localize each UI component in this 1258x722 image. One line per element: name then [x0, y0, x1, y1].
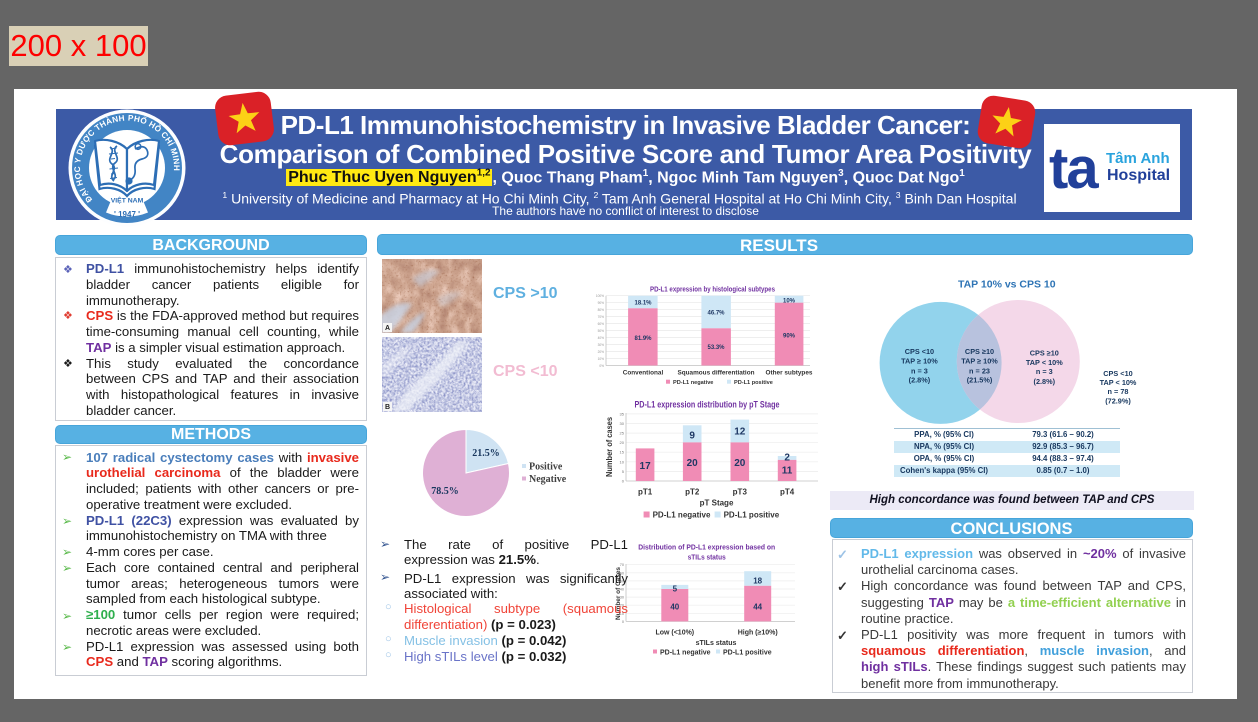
svg-text:0: 0	[622, 479, 625, 484]
svg-text:30: 30	[620, 421, 625, 426]
svg-text:pT3: pT3	[733, 488, 748, 497]
svg-text:46.7%: 46.7%	[707, 311, 725, 317]
svg-text:High (≥10%): High (≥10%)	[738, 630, 778, 637]
svg-text:44: 44	[753, 603, 762, 612]
svg-text:CPS <10: CPS <10	[1103, 369, 1132, 378]
svg-text:60%: 60%	[598, 322, 605, 326]
svg-text:VIỆT NAM: VIỆT NAM	[111, 196, 144, 205]
svg-text:21.5%: 21.5%	[472, 448, 500, 459]
svg-text:53.3%: 53.3%	[707, 345, 725, 351]
svg-text:CPS ≥10: CPS ≥10	[965, 347, 994, 356]
svg-text:PD-L1 negative: PD-L1 negative	[673, 380, 713, 386]
svg-text:PD-L1 positive: PD-L1 positive	[724, 511, 780, 520]
svg-text:TAP < 10%: TAP < 10%	[1026, 358, 1063, 367]
svg-text:Number of cases: Number of cases	[604, 417, 614, 477]
svg-text:11: 11	[782, 466, 793, 477]
svg-text:(2.8%): (2.8%)	[909, 376, 931, 385]
svg-text:2: 2	[784, 453, 790, 464]
svg-text:pT Stage: pT Stage	[700, 499, 734, 508]
svg-text:5: 5	[622, 469, 625, 474]
svg-text:0%: 0%	[599, 364, 604, 368]
svg-text:Number of Cases: Number of Cases	[615, 567, 622, 620]
svg-text:TAP ≥ 10%: TAP ≥ 10%	[901, 356, 938, 365]
svg-text:60: 60	[620, 571, 624, 575]
svg-text:TAP 10% vs CPS 10: TAP 10% vs CPS 10	[958, 279, 1056, 291]
svg-text:Other subtypes: Other subtypes	[766, 370, 813, 377]
svg-text:sTILs status: sTILs status	[688, 553, 726, 562]
svg-text:n = 3: n = 3	[911, 366, 928, 375]
svg-text:pT2: pT2	[685, 488, 700, 497]
svg-text:40: 40	[620, 588, 624, 592]
svg-text:PD-L1 positive: PD-L1 positive	[734, 380, 773, 386]
svg-text:Conventional: Conventional	[623, 370, 664, 377]
svg-text:70%: 70%	[598, 315, 605, 319]
svg-text:70: 70	[620, 563, 624, 567]
svg-text:40%: 40%	[598, 336, 605, 340]
svg-text:10%: 10%	[783, 299, 796, 305]
svg-text:n = 23: n = 23	[969, 366, 990, 375]
svg-text:' 1947 ': ' 1947 '	[114, 210, 140, 219]
svg-text:81.9%: 81.9%	[634, 336, 652, 342]
svg-text:40: 40	[670, 603, 679, 612]
svg-text:50%: 50%	[598, 329, 605, 333]
svg-text:CPS <10: CPS <10	[905, 347, 934, 356]
svg-text:(2.8%): (2.8%)	[1034, 377, 1056, 386]
svg-text:0: 0	[622, 620, 624, 624]
svg-text:10: 10	[620, 459, 625, 464]
svg-text:Distribution of PD-L1 expressi: Distribution of PD-L1 expression based o…	[638, 543, 775, 552]
svg-text:(72.9%): (72.9%)	[1105, 396, 1131, 405]
svg-text:78.5%: 78.5%	[431, 486, 459, 497]
svg-text:20%: 20%	[598, 350, 605, 354]
svg-text:Positive: Positive	[529, 462, 563, 473]
svg-text:sTILs status: sTILs status	[696, 640, 737, 647]
svg-text:TAP < 10%: TAP < 10%	[1100, 378, 1137, 387]
svg-text:18: 18	[753, 577, 762, 586]
svg-text:PD-L1 expression by histologic: PD-L1 expression by histological subtype…	[650, 285, 775, 294]
svg-text:100%: 100%	[596, 294, 604, 298]
svg-text:30: 30	[620, 596, 624, 600]
svg-text:90%: 90%	[783, 334, 796, 340]
svg-text:B: B	[385, 404, 390, 411]
svg-text:CPS ≥10: CPS ≥10	[1030, 349, 1059, 358]
svg-text:PD-L1 expression distribution: PD-L1 expression distribution by pT Stag…	[635, 400, 780, 410]
svg-text:20: 20	[620, 440, 625, 445]
svg-text:18.1%: 18.1%	[634, 301, 652, 307]
svg-text:12: 12	[734, 427, 746, 438]
svg-text:80%: 80%	[598, 308, 605, 312]
svg-text:25: 25	[620, 431, 625, 436]
svg-text:17: 17	[640, 461, 652, 472]
svg-text:10%: 10%	[598, 357, 605, 361]
svg-text:PD-L1 negative: PD-L1 negative	[653, 511, 711, 520]
svg-text:90%: 90%	[598, 301, 605, 305]
svg-text:50: 50	[620, 579, 624, 583]
svg-text:n = 3: n = 3	[1036, 367, 1053, 376]
svg-text:n = 78: n = 78	[1108, 387, 1129, 396]
svg-text:(21.5%): (21.5%)	[967, 376, 993, 385]
svg-text:5: 5	[673, 585, 678, 594]
svg-text:20: 20	[734, 458, 746, 469]
svg-text:Negative: Negative	[529, 474, 567, 485]
svg-text:pT1: pT1	[638, 488, 653, 497]
svg-text:10: 10	[620, 612, 624, 616]
svg-text:15: 15	[620, 450, 625, 455]
svg-text:TAP ≥ 10%: TAP ≥ 10%	[961, 356, 998, 365]
svg-text:Low (<10%): Low (<10%)	[655, 630, 694, 637]
svg-text:20: 20	[620, 604, 624, 608]
svg-text:9: 9	[689, 431, 695, 442]
svg-text:35: 35	[620, 411, 625, 416]
svg-text:PD-L1 negative: PD-L1 negative	[660, 650, 711, 657]
svg-text:30%: 30%	[598, 343, 605, 347]
svg-text:Squamous differentiation: Squamous differentiation	[677, 370, 754, 377]
svg-text:pT4: pT4	[780, 488, 795, 497]
svg-text:PD-L1 positive: PD-L1 positive	[723, 650, 772, 657]
svg-text:20: 20	[687, 458, 699, 469]
svg-text:A: A	[385, 325, 390, 332]
